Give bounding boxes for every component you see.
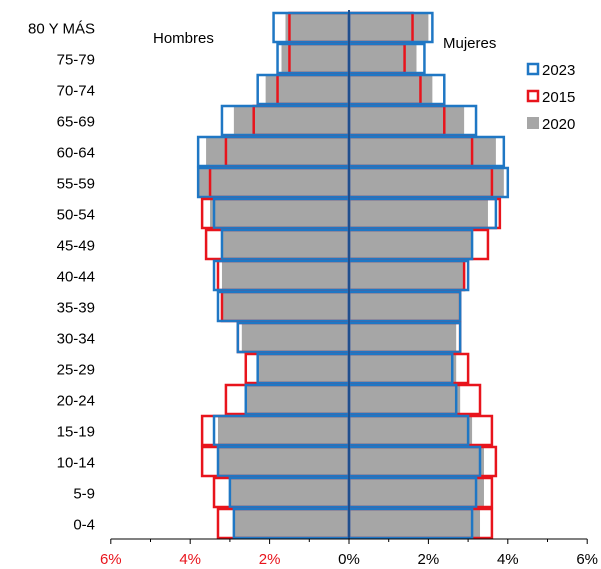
bar-2020-hombres <box>265 76 349 103</box>
legend-swatch-2015 <box>526 89 540 103</box>
category-label: 35-39 <box>57 300 95 317</box>
bar-2020-mujeres <box>349 14 429 41</box>
category-label: 10-14 <box>57 455 95 472</box>
category-label: 45-49 <box>57 238 95 255</box>
bar-2020-hombres <box>206 138 349 165</box>
legend-swatch-2020 <box>527 117 539 129</box>
side-label-hombres: Hombres <box>153 30 214 47</box>
bar-2020-hombres <box>257 355 349 382</box>
bar-2020-mujeres <box>349 386 461 413</box>
bar-2020-mujeres <box>349 448 484 475</box>
bar-2020-hombres <box>281 45 349 72</box>
bar-2020-hombres <box>221 231 349 258</box>
x-tick-labels: 6% 4% 2% 0% 2% 4% 6% <box>100 551 598 568</box>
category-label: 15-19 <box>57 424 95 441</box>
bar-2020-hombres <box>285 14 349 41</box>
bar-2020-mujeres <box>349 510 481 537</box>
category-label: 25-29 <box>57 362 95 379</box>
bar-2020-hombres <box>210 200 349 227</box>
legend-label-2015: 2015 <box>542 89 575 106</box>
category-label: 30-34 <box>57 331 95 348</box>
bar-2020-mujeres <box>349 138 496 165</box>
bar-2020-hombres <box>233 107 349 134</box>
bar-2020-mujeres <box>349 107 465 134</box>
x-tick-label: 6% <box>100 551 122 568</box>
bar-2020-mujeres <box>349 76 433 103</box>
bar-2020-hombres <box>221 293 349 320</box>
category-label: 55-59 <box>57 176 95 193</box>
category-label: 60-64 <box>57 145 95 162</box>
x-tick-label: 2% <box>418 551 440 568</box>
legend: 2023 2015 2020 <box>526 62 575 133</box>
bar-2020-hombres <box>221 262 349 289</box>
x-tick-label: 4% <box>179 551 201 568</box>
bar-2020-mujeres <box>349 169 504 196</box>
bar-2020-hombres <box>217 417 349 444</box>
category-label: 65-69 <box>57 114 95 131</box>
category-label: 80 Y MÁS <box>28 21 95 38</box>
category-label: 20-24 <box>57 393 95 410</box>
x-tick-label: 6% <box>576 551 598 568</box>
category-label: 50-54 <box>57 207 95 224</box>
x-tick-label: 0% <box>338 551 360 568</box>
bar-2020-hombres <box>229 479 349 506</box>
legend-swatch-2023 <box>526 62 540 76</box>
category-label: 75-79 <box>57 52 95 69</box>
bar-2020-mujeres <box>349 355 457 382</box>
category-label: 40-44 <box>57 269 95 286</box>
axes-layer <box>110 10 588 544</box>
bar-2020-hombres <box>198 169 349 196</box>
legend-label-2023: 2023 <box>542 62 575 79</box>
side-label-mujeres: Mujeres <box>443 35 496 52</box>
category-labels: 80 Y MÁS 75-79 70-74 65-69 60-64 55-59 50-54 45… <box>28 21 95 534</box>
bar-2020-mujeres <box>349 479 484 506</box>
bar-2020-mujeres <box>349 417 473 444</box>
bar-2020-hombres <box>233 510 349 537</box>
category-label: 70-74 <box>57 83 95 100</box>
bar-2020-mujeres <box>349 262 465 289</box>
category-label: 0-4 <box>73 517 95 534</box>
category-label: 5-9 <box>73 486 95 503</box>
bar-2020-mujeres <box>349 293 461 320</box>
bar-2020-hombres <box>245 386 349 413</box>
bar-2020-mujeres <box>349 200 488 227</box>
bar-2020-mujeres <box>349 45 417 72</box>
legend-label-2020: 2020 <box>542 116 575 133</box>
bar-2020-hombres <box>217 448 349 475</box>
x-tick-label: 4% <box>497 551 519 568</box>
bar-2020-mujeres <box>349 231 473 258</box>
bar-2020-mujeres <box>349 324 457 351</box>
bars-layer <box>196 11 510 540</box>
x-tick-label: 2% <box>259 551 281 568</box>
bar-2020-hombres <box>241 324 349 351</box>
